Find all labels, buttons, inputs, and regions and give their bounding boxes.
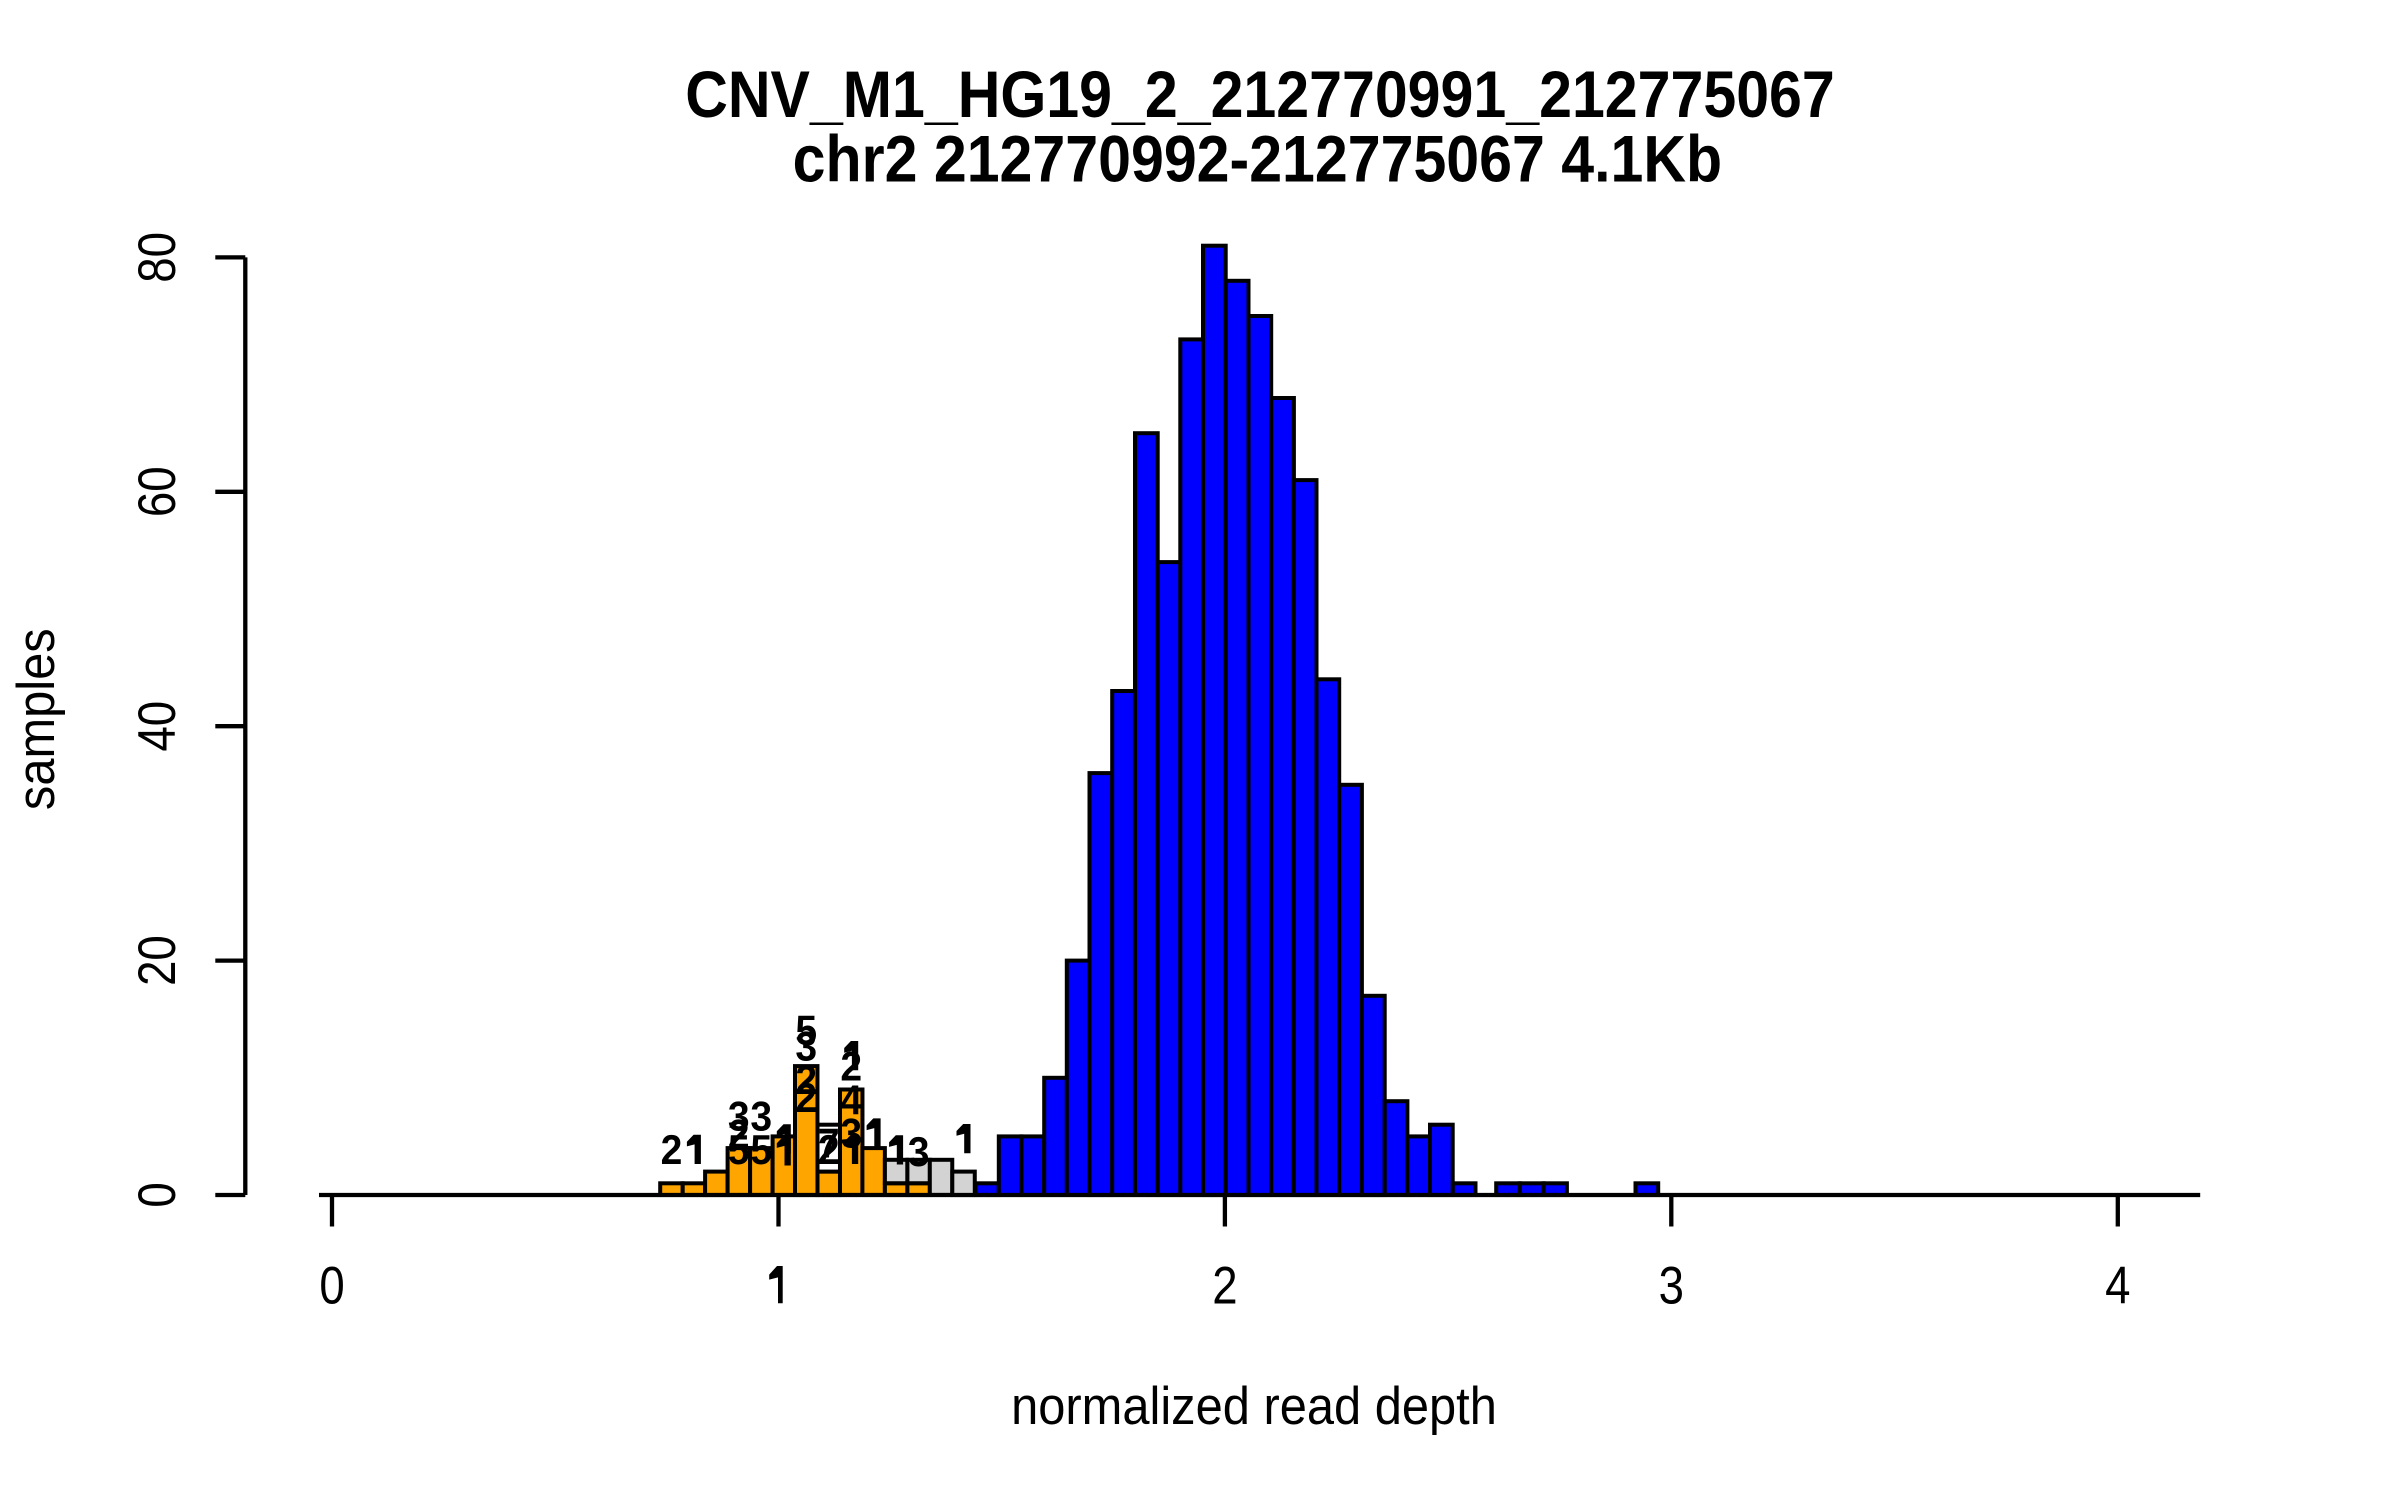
svg-text:5: 5 xyxy=(728,1126,750,1174)
svg-text:normalized read depth: normalized read depth xyxy=(1011,1376,1497,1435)
svg-text:60: 60 xyxy=(129,466,187,517)
svg-text:CNV_M1_HG19_2_212770991_212775: CNV_M1_HG19_2_212770991_212775067 xyxy=(685,58,1835,132)
svg-text:2: 2 xyxy=(818,1126,840,1174)
svg-text:4: 4 xyxy=(2105,1257,2130,1315)
svg-text:0: 0 xyxy=(129,1182,187,1207)
svg-text:7: 7 xyxy=(818,1119,840,1167)
svg-text:4: 4 xyxy=(840,1076,862,1124)
svg-text:2: 2 xyxy=(728,1110,750,1158)
svg-text:3: 3 xyxy=(908,1128,930,1176)
svg-text:2: 2 xyxy=(795,1074,817,1122)
svg-text:chr2 212770992-212775067 4.1Kb: chr2 212770992-212775067 4.1Kb xyxy=(793,123,1722,197)
svg-text:5: 5 xyxy=(750,1126,772,1174)
svg-text:3: 3 xyxy=(750,1092,772,1140)
svg-text:3: 3 xyxy=(840,1109,862,1157)
svg-text:3: 3 xyxy=(795,1022,817,1070)
svg-text:2: 2 xyxy=(1212,1257,1237,1315)
svg-text:80: 80 xyxy=(129,232,187,283)
svg-text:2: 2 xyxy=(840,1042,862,1090)
svg-text:samples: samples xyxy=(6,628,65,810)
svg-text:5: 5 xyxy=(795,1006,817,1054)
svg-text:2: 2 xyxy=(661,1126,683,1174)
svg-text:0: 0 xyxy=(319,1257,344,1315)
svg-text:40: 40 xyxy=(129,701,187,752)
svg-text:2: 2 xyxy=(795,1056,817,1104)
svg-text:3: 3 xyxy=(1659,1257,1684,1315)
svg-text:20: 20 xyxy=(129,935,187,986)
svg-text:3: 3 xyxy=(728,1092,750,1140)
